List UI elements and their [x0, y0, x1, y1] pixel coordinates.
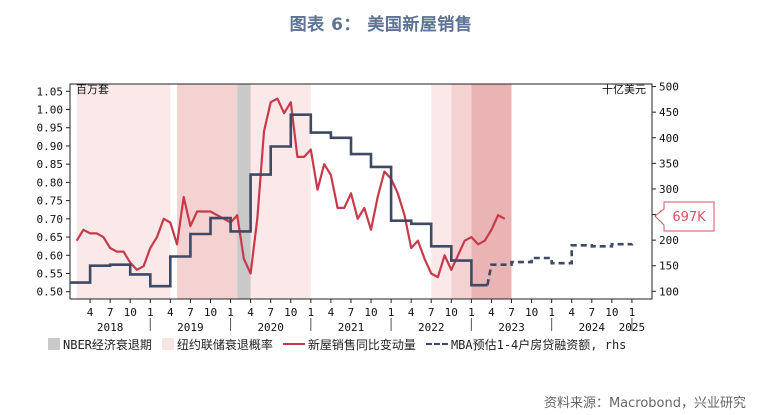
ny-fed-band-2 — [250, 84, 311, 299]
x-tick-label: 1 — [227, 306, 234, 319]
x-tick-label: 10 — [284, 306, 297, 319]
legend-recession-label: NBER经济衰退期 — [63, 337, 152, 352]
mba-forecast-line — [486, 242, 634, 286]
plot-frame — [69, 83, 653, 300]
legend-sales-label: 新屋销售同比变动量 — [307, 337, 416, 352]
x-tick-label: 1 — [468, 306, 475, 319]
x-year-label: 2018 — [97, 321, 124, 334]
left-tick-label: 0.65 — [37, 231, 64, 244]
left-tick-label: 0.70 — [37, 213, 64, 226]
x-tick-label: 4 — [167, 306, 174, 319]
mba-series-line — [70, 113, 488, 288]
right-tick-label: 300 — [659, 183, 679, 196]
series-lines — [70, 97, 634, 288]
left-axis-unit: 百万套 — [76, 83, 109, 96]
left-axis: 0.50 0.55 0.60 0.65 0.70 0.75 0.80 0.85 0.90 0.95… — [37, 85, 70, 299]
x-year-label: 2025 — [619, 321, 646, 334]
right-tick-label: 200 — [659, 234, 679, 247]
legend-sales: 新屋销售同比变动量 — [282, 336, 416, 353]
x-tick-label: 1 — [147, 306, 154, 319]
recession-swatch — [48, 338, 60, 350]
x-tick-label: 7 — [187, 306, 194, 319]
right-tick-label: 100 — [659, 285, 679, 298]
ny-fed-band-4 — [451, 84, 472, 299]
left-tick-label: 0.60 — [37, 249, 64, 262]
left-tick-label: 0.50 — [37, 286, 64, 299]
sales-series-line — [75, 97, 506, 279]
right-axis-unit: 十亿美元 — [602, 82, 646, 96]
ny-fed-band-5 — [471, 84, 512, 299]
x-tick-label: 4 — [488, 306, 495, 319]
left-tick-label: 0.75 — [37, 195, 64, 208]
legend: NBER经济衰退期 纽约联储衰退概率 新屋销售同比变动量 MBA预估1-4户房贷… — [48, 335, 636, 353]
left-tick-label: 0.85 — [37, 158, 64, 171]
right-tick-label: 450 — [659, 106, 679, 119]
left-tick-label: 0.90 — [37, 140, 64, 153]
right-tick-label: 500 — [659, 81, 679, 94]
x-tick-label: 1 — [629, 306, 636, 319]
shaded-periods — [76, 84, 512, 299]
x-tick-label: 7 — [508, 306, 515, 319]
x-tick-label: 7 — [588, 306, 595, 319]
right-tick-label: 150 — [659, 260, 679, 273]
x-tick-label: 7 — [267, 306, 274, 319]
left-tick-label: 1.05 — [37, 85, 64, 98]
x-tick-label: 7 — [107, 306, 114, 319]
x-tick-label: 4 — [328, 306, 335, 319]
legend-ny-fed-label: 纽约联储衰退概率 — [176, 337, 273, 352]
sales-swatch — [282, 343, 305, 345]
x-tick-label: 10 — [364, 306, 377, 319]
ny-fed-band-0 — [76, 84, 171, 299]
mba-swatch — [425, 343, 448, 345]
chart-title: 图表 6： 美国新屋销售 — [289, 15, 473, 35]
source-note: 资料来源：Macrobond，兴业研究 — [543, 396, 746, 411]
x-year-label: 2024 — [579, 321, 606, 334]
legend-ny-fed: 纽约联储衰退概率 — [161, 336, 273, 353]
value-callout: 697K — [654, 201, 715, 232]
x-tick-label: 1 — [308, 306, 315, 319]
x-tick-label: 4 — [568, 306, 575, 319]
legend-mba: MBA预估1-4户房贷融资额, rhs — [425, 336, 627, 353]
right-tick-label: 400 — [659, 132, 679, 145]
ny-fed-band-1 — [177, 84, 238, 299]
x-tick-label: 10 — [124, 306, 137, 319]
x-year-label: 2020 — [257, 321, 284, 334]
x-year-label: 2022 — [418, 321, 445, 334]
x-tick-label: 10 — [204, 306, 217, 319]
right-axis: 100150200250300350400450500 — [652, 81, 679, 298]
left-tick-label: 0.95 — [37, 122, 64, 135]
x-tick-label: 7 — [428, 306, 435, 319]
x-tick-label: 1 — [548, 306, 555, 319]
x-tick-label: 1 — [388, 306, 395, 319]
left-tick-label: 0.55 — [37, 267, 64, 280]
x-year-label: 2021 — [338, 321, 365, 334]
ny-fed-swatch — [161, 338, 174, 350]
x-tick-label: 4 — [408, 306, 415, 319]
x-tick-label: 4 — [87, 306, 94, 319]
x-year-label: 2023 — [498, 321, 525, 334]
x-year-label: 2019 — [177, 321, 204, 334]
x-tick-label: 4 — [247, 306, 254, 319]
legend-recession: NBER经济衰退期 — [48, 336, 152, 353]
recession-band — [237, 84, 251, 299]
callout-label: 697K — [672, 210, 706, 225]
x-tick-label: 10 — [445, 306, 458, 319]
left-tick-label: 1.00 — [37, 104, 64, 117]
right-tick-label: 350 — [659, 157, 679, 170]
left-tick-label: 0.80 — [37, 176, 64, 189]
x-tick-label: 7 — [348, 306, 355, 319]
x-tick-label: 10 — [525, 306, 538, 319]
legend-mba-label: MBA预估1-4户房贷融资额, rhs — [450, 337, 627, 352]
x-tick-label: 10 — [605, 306, 618, 319]
